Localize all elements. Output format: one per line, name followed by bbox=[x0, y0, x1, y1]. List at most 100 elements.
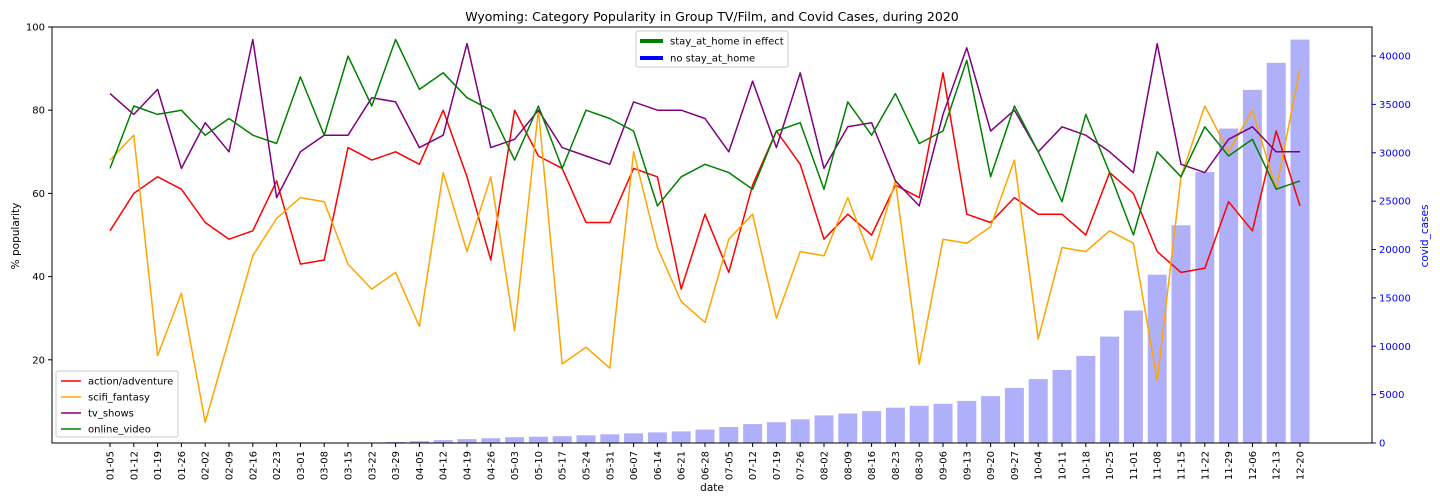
y-tick-label-right: 10000 bbox=[1379, 342, 1411, 353]
x-tick-label: 10-04 bbox=[1034, 451, 1045, 480]
bar-05-31 bbox=[600, 434, 620, 443]
x-tick-label: 09-27 bbox=[1010, 451, 1021, 480]
x-tick-label: 03-08 bbox=[320, 451, 331, 480]
bar-10-18 bbox=[1076, 355, 1096, 443]
x-tick-label: 08-30 bbox=[915, 451, 926, 480]
x-tick-label: 01-19 bbox=[153, 451, 164, 480]
bar-11-22 bbox=[1195, 172, 1215, 443]
bar-09-13 bbox=[957, 400, 977, 443]
x-tick-label: 05-17 bbox=[558, 451, 569, 480]
covid-bars bbox=[362, 39, 1310, 444]
y-tick-label-right: 15000 bbox=[1379, 293, 1411, 304]
series-lines bbox=[109, 38, 1301, 423]
legend-policy: stay_at_home in effect no stay_at_home bbox=[635, 30, 789, 68]
y-axis-label-right: covid_cases bbox=[1419, 205, 1431, 268]
bar-12-06 bbox=[1242, 89, 1262, 444]
x-tick-label: 04-05 bbox=[415, 451, 426, 480]
bar-06-28 bbox=[695, 429, 715, 443]
x-tick-label: 06-28 bbox=[701, 451, 712, 480]
x-tick-label: 11-15 bbox=[1177, 451, 1188, 480]
bar-05-10 bbox=[528, 436, 548, 443]
legend-label: online_video bbox=[88, 425, 151, 436]
y-axis-label-left: % popularity bbox=[10, 203, 22, 270]
y-tick-label-right: 35000 bbox=[1379, 100, 1411, 111]
y-tick-label-left: 100 bbox=[26, 23, 45, 34]
bar-07-05 bbox=[719, 427, 739, 443]
x-tick-label: 05-24 bbox=[582, 451, 593, 480]
x-tick-label: 04-19 bbox=[463, 451, 474, 480]
x-tick-label: 11-22 bbox=[1200, 451, 1211, 480]
x-tick-label: 12-20 bbox=[1296, 451, 1307, 480]
x-tick-label: 01-05 bbox=[106, 451, 117, 480]
bar-07-19 bbox=[766, 422, 786, 443]
x-tick-label: 04-12 bbox=[439, 451, 450, 480]
bar-06-07 bbox=[624, 433, 644, 443]
x-tick-label: 03-22 bbox=[367, 451, 378, 480]
bar-12-20 bbox=[1290, 39, 1310, 443]
x-tick-label: 02-23 bbox=[272, 451, 283, 480]
legend-policy-box bbox=[635, 30, 789, 68]
x-tick-label: 07-26 bbox=[796, 451, 807, 480]
bar-07-12 bbox=[743, 424, 763, 443]
line-tv-shows bbox=[109, 38, 1300, 207]
x-tick-label: 10-25 bbox=[1105, 451, 1116, 480]
legend-policy-label: no stay_at_home bbox=[670, 54, 755, 65]
x-tick-label: 08-09 bbox=[843, 451, 854, 480]
x-tick-label: 08-23 bbox=[891, 451, 902, 480]
x-tick-label: 07-19 bbox=[772, 451, 783, 480]
bar-08-23 bbox=[885, 407, 905, 443]
x-tick-label: 11-01 bbox=[1129, 451, 1140, 480]
x-tick-label: 01-26 bbox=[177, 451, 188, 480]
plot-frame bbox=[51, 26, 1373, 444]
x-tick-label: 05-31 bbox=[605, 451, 616, 480]
bar-10-25 bbox=[1100, 336, 1120, 443]
x-tick-label: 09-06 bbox=[939, 451, 950, 480]
bar-04-19 bbox=[457, 439, 477, 443]
line-online-video bbox=[109, 38, 1301, 236]
x-tick-label: 02-16 bbox=[248, 451, 259, 480]
y-tick-label-right: 25000 bbox=[1379, 197, 1411, 208]
bar-09-20 bbox=[981, 396, 1001, 443]
y-tick-label-left: 60 bbox=[32, 189, 45, 200]
x-axis-ticks: 01-05 01-12 01-19 01-26 02-02 02-09 02-16 02-23… bbox=[106, 443, 1307, 480]
x-tick-label: 11-08 bbox=[1153, 451, 1164, 480]
bar-10-11 bbox=[1052, 370, 1072, 443]
bar-10-04 bbox=[1028, 379, 1048, 443]
x-tick-label: 09-13 bbox=[962, 451, 973, 480]
bar-08-02 bbox=[814, 415, 834, 443]
bar-04-12 bbox=[433, 440, 453, 443]
x-tick-label: 07-12 bbox=[748, 451, 759, 480]
bar-04-05 bbox=[409, 441, 429, 443]
x-tick-label: 11-29 bbox=[1224, 451, 1235, 480]
bar-08-09 bbox=[838, 413, 858, 443]
chart-title: Wyoming: Category Popularity in Group TV… bbox=[465, 9, 959, 24]
y-tick-label-right: 0 bbox=[1379, 439, 1385, 450]
y-tick-label-right: 30000 bbox=[1379, 148, 1411, 159]
x-tick-label: 12-06 bbox=[1248, 451, 1259, 480]
bar-05-17 bbox=[552, 436, 572, 443]
line-action-adventure bbox=[109, 72, 1301, 290]
x-tick-label: 10-11 bbox=[1058, 451, 1069, 480]
x-tick-label: 09-20 bbox=[986, 451, 997, 480]
bar-05-24 bbox=[576, 435, 596, 443]
x-tick-label: 07-05 bbox=[724, 451, 735, 480]
legend-series-box bbox=[55, 370, 179, 438]
x-tick-label: 04-26 bbox=[486, 451, 497, 480]
bar-06-14 bbox=[647, 432, 667, 443]
x-tick-label: 01-12 bbox=[129, 451, 140, 480]
legend-label: scifi_fantasy bbox=[88, 393, 150, 404]
y-tick-label-left: 40 bbox=[32, 272, 45, 283]
bar-05-03 bbox=[505, 437, 525, 443]
y-tick-label-left: 80 bbox=[32, 106, 45, 117]
x-tick-label: 06-14 bbox=[653, 451, 664, 480]
bar-09-27 bbox=[1004, 387, 1024, 443]
y-tick-label-right: 20000 bbox=[1379, 245, 1411, 256]
bar-09-06 bbox=[933, 403, 953, 443]
bar-08-16 bbox=[862, 411, 882, 443]
legend-policy-label: stay_at_home in effect bbox=[670, 37, 784, 48]
x-tick-label: 03-01 bbox=[296, 451, 307, 480]
y-tick-label-left: 20 bbox=[32, 355, 45, 366]
x-tick-label: 02-02 bbox=[201, 451, 212, 480]
line-scifi-fantasy bbox=[109, 68, 1301, 423]
